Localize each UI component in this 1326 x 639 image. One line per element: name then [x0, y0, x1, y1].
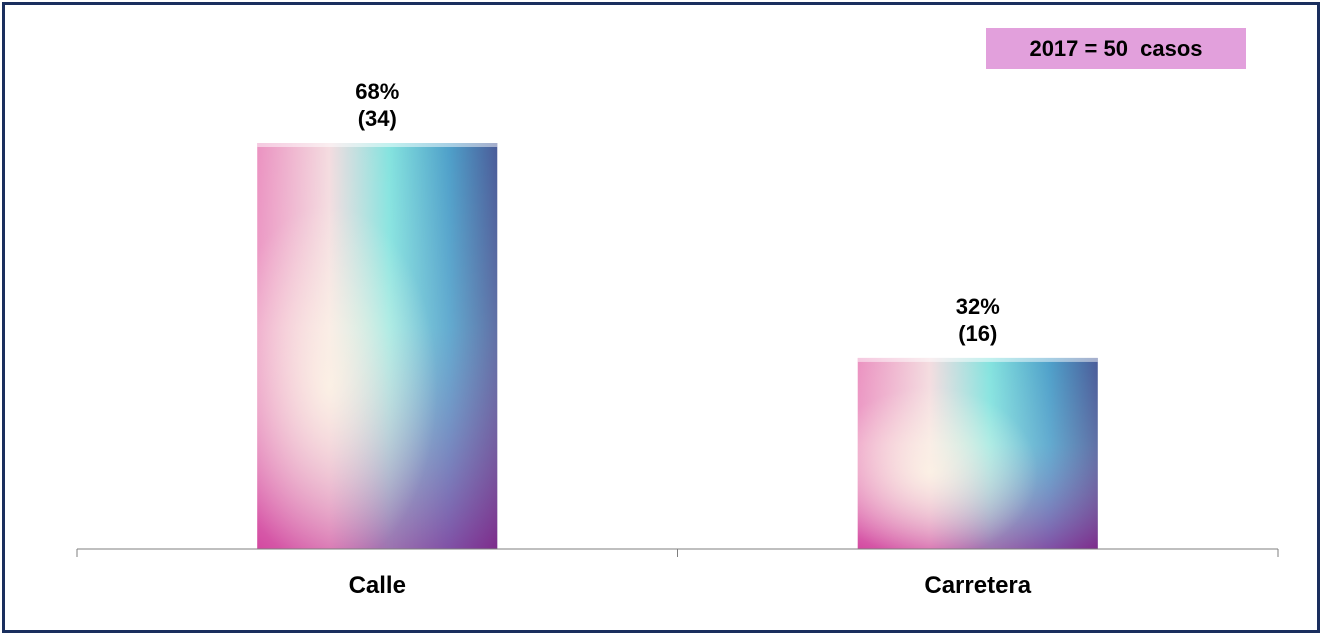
bar-carretera — [857, 357, 1098, 549]
data-label-count: (34) — [358, 106, 397, 131]
x-tick-label: Calle — [349, 572, 406, 599]
bar-calle — [257, 143, 498, 549]
x-tick-label: Carretera — [924, 572, 1031, 599]
data-label-percent: 68% — [355, 79, 399, 104]
data-label-percent: 32% — [956, 294, 1000, 319]
data-label-count: (16) — [958, 321, 997, 346]
sample-size-badge: 2017 = 50 casos — [986, 28, 1246, 69]
